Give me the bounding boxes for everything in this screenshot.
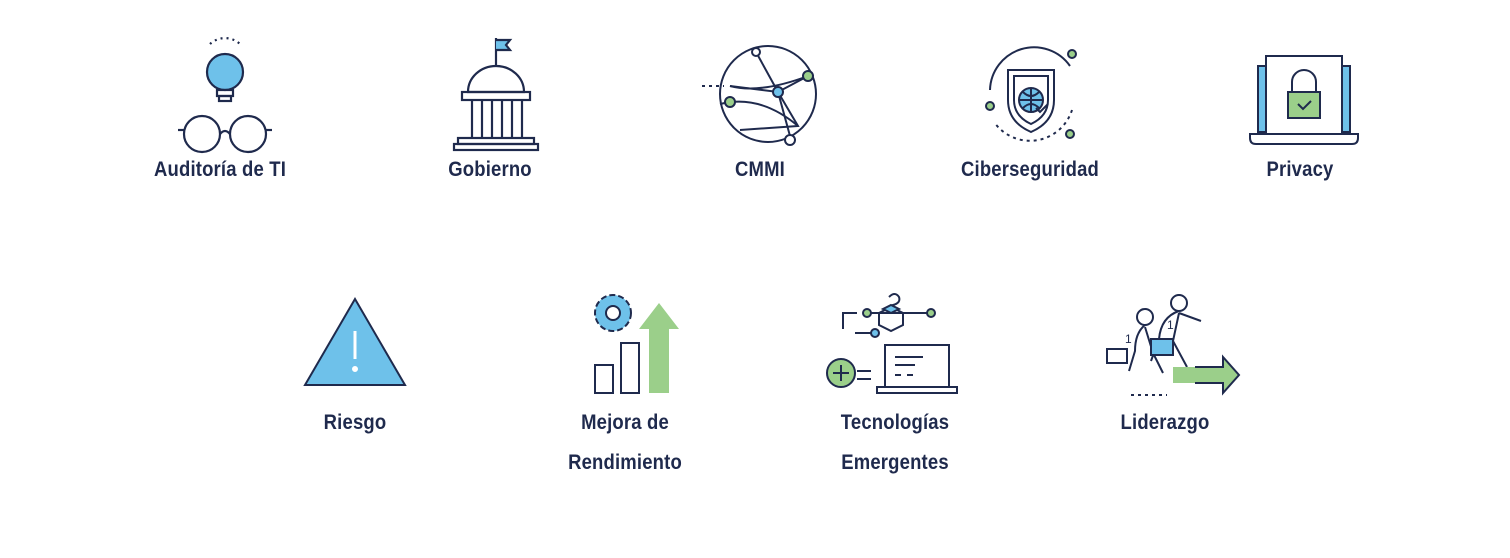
service-label: Ciberseguridad: [960, 158, 1100, 181]
service-tecnologias-emergentes[interactable]: Tecnologías Emergentes: [785, 283, 1005, 483]
service-auditoria[interactable]: Auditoría de TI: [110, 30, 330, 190]
svg-text:1: 1: [1125, 332, 1132, 346]
service-ciberseguridad[interactable]: Ciberseguridad: [920, 30, 1140, 190]
service-label: Liderazgo: [1120, 411, 1210, 434]
service-cmmi[interactable]: CMMI: [650, 30, 870, 190]
emerging-tech-laptop-icon: [826, 293, 958, 394]
svg-text:1: 1: [1167, 318, 1174, 332]
service-label: Mejora de Rendimiento: [568, 411, 682, 474]
capitol-building-icon: [452, 38, 540, 152]
network-globe-icon: [702, 45, 817, 146]
service-privacy[interactable]: Privacy: [1190, 30, 1410, 190]
service-label: Tecnologías Emergentes: [840, 411, 950, 474]
laptop-lock-icon: [1249, 55, 1359, 145]
service-gobierno[interactable]: Gobierno: [380, 30, 600, 190]
warning-triangle-icon: [303, 297, 407, 386]
leaders-arrow-icon: 1 1: [1106, 294, 1241, 396]
service-label: CMMI: [735, 158, 785, 181]
shield-globe-icon: [985, 46, 1077, 142]
service-label: Riesgo: [323, 411, 387, 434]
service-label: Privacy: [1266, 158, 1334, 181]
service-label: Gobierno: [448, 158, 532, 181]
service-mejora-rendimiento[interactable]: Mejora de Rendimiento: [515, 283, 735, 483]
gear-growth-chart-icon: [594, 294, 679, 394]
lightbulb-glasses-icon: [178, 37, 272, 154]
service-riesgo[interactable]: Riesgo: [245, 283, 465, 443]
service-liderazgo[interactable]: 1 1 Liderazgo: [1055, 283, 1275, 443]
service-label: Auditoría de TI: [154, 158, 286, 181]
